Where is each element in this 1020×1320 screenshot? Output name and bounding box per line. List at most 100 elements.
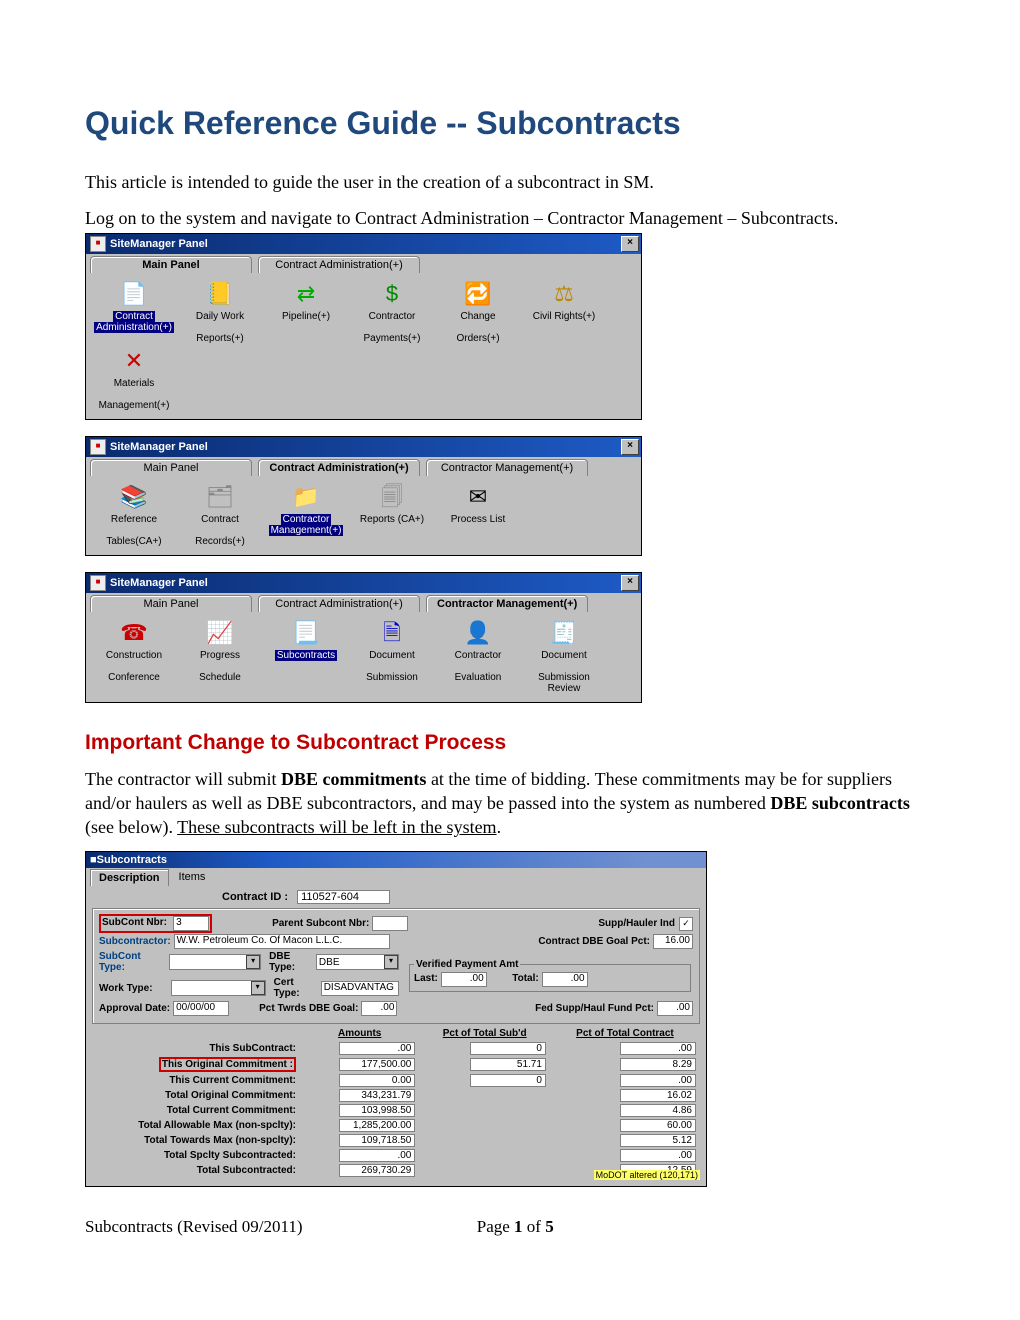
item-label: Pipeline(+) — [266, 311, 346, 322]
panel-icon-item[interactable]: 👤ContractorEvaluation — [438, 618, 518, 694]
amount-cell: .00 — [339, 1149, 415, 1162]
nav-tab[interactable]: Contract Administration(+) — [258, 459, 420, 476]
item-icon: ✉ — [461, 482, 495, 512]
item-icon: $ — [375, 279, 409, 309]
fed-fund-input[interactable]: .00 — [657, 1001, 693, 1016]
panel-icon-item[interactable]: 📁ContractorManagement(+) — [266, 482, 346, 547]
titlebar: ■ SiteManager Panel × — [86, 573, 641, 593]
amount-cell: 103,998.50 — [339, 1104, 415, 1117]
item-label: Civil Rights(+) — [524, 311, 604, 322]
total-label: Total: — [512, 973, 538, 984]
col-pct-contract: Pct of Total Contract — [550, 1028, 700, 1041]
approval-date-input[interactable]: 00/00/00 — [173, 1001, 229, 1016]
chevron-down-icon: ▾ — [384, 955, 398, 969]
amount-cell: .00 — [620, 1074, 696, 1087]
app-icon: ■ — [90, 854, 97, 866]
nav-tab[interactable]: Contractor Management(+) — [426, 459, 588, 476]
nav-tab[interactable]: Main Panel — [90, 459, 252, 476]
pct-twrds-label: Pct Twrds DBE Goal: — [259, 1003, 358, 1014]
panel-icon-item[interactable]: ⇄Pipeline(+) — [266, 279, 346, 344]
nav-tab[interactable]: Contract Administration(+) — [258, 595, 420, 612]
item-label: Submission — [352, 672, 432, 683]
item-label: Materials — [94, 378, 174, 389]
nav-instruction: Log on to the system and navigate to Con… — [85, 206, 935, 230]
chevron-down-icon: ▾ — [251, 981, 265, 995]
dbe-goal-value: 16.00 — [653, 934, 693, 949]
app-icon: ■ — [90, 236, 106, 252]
sitemanager-panel-1: ■ SiteManager Panel × Main PanelContract… — [85, 233, 642, 420]
work-type-dropdown[interactable]: ▾ — [171, 980, 265, 996]
panel-icon-item[interactable]: 🗂ContractRecords(+) — [180, 482, 260, 547]
close-icon[interactable]: × — [621, 236, 639, 252]
panel-icon-item[interactable]: ✉Process List — [438, 482, 518, 547]
item-icon: 👤 — [461, 618, 495, 648]
amount-cell: 0 — [470, 1074, 546, 1087]
table-row: Total Original Commitment:343,231.7916.0… — [92, 1088, 700, 1103]
subcont-nbr-highlight: SubCont Nbr: 3 — [99, 914, 212, 933]
subcont-type-label: SubCont Type: — [99, 951, 169, 973]
panel-icon-item[interactable]: ⚖︎Civil Rights(+) — [524, 279, 604, 344]
last-value: .00 — [441, 972, 487, 987]
subcontractor-input[interactable]: W.W. Petroleum Co. Of Macon L.L.C. — [174, 934, 390, 949]
item-label: Submission Review — [524, 672, 604, 694]
item-label: Reference — [94, 514, 174, 525]
tab-row: Main Panel Contract Administration(+) Cont… — [86, 593, 641, 612]
table-row: Total Allowable Max (non-spclty):1,285,2… — [92, 1118, 700, 1133]
amounts-table: Amounts Pct of Total Sub'd Pct of Total … — [92, 1028, 700, 1178]
item-icon: 🔁 — [461, 279, 495, 309]
contract-id-value: 110527-604 — [297, 890, 390, 904]
parent-subcont-input[interactable] — [372, 916, 408, 931]
panel-icon-item[interactable]: ☎ConstructionConference — [94, 618, 174, 694]
nav-tab[interactable]: Main Panel — [90, 595, 252, 612]
amount-cell: 51.71 — [470, 1058, 546, 1071]
item-label: Management(+) — [94, 400, 174, 411]
total-value: .00 — [542, 972, 588, 987]
cert-type-label: Cert Type: — [274, 977, 318, 999]
panel-icon-item[interactable]: 🗎DocumentSubmission — [352, 618, 432, 694]
amount-cell: 177,500.00 — [339, 1058, 415, 1071]
item-label: Conference — [94, 672, 174, 683]
page-footer: Subcontracts (Revised 09/2011) Page 1 of… — [85, 1217, 935, 1237]
panel-icon-item[interactable]: 📄ContractAdministration(+) — [94, 279, 174, 344]
icon-row: 📚ReferenceTables(CA+)🗂ContractRecords(+)… — [86, 476, 641, 555]
amount-cell: 4.86 — [620, 1104, 696, 1117]
nav-tab[interactable]: Contractor Management(+) — [426, 595, 588, 612]
tab-items[interactable]: Items — [171, 869, 214, 886]
supp-hauler-checkbox[interactable]: ✓ — [679, 917, 693, 931]
close-icon[interactable]: × — [621, 575, 639, 591]
work-type-label: Work Type: — [99, 983, 171, 994]
panel-icon-item[interactable]: 📈ProgressSchedule — [180, 618, 260, 694]
dbe-type-dropdown[interactable]: DBE▾ — [316, 954, 399, 970]
item-label: Orders(+) — [438, 333, 518, 344]
fed-fund-label: Fed Supp/Haul Fund Pct: — [535, 1003, 654, 1014]
panel-icon-item[interactable]: 📚ReferenceTables(CA+) — [94, 482, 174, 547]
panel-icon-item[interactable]: ✕MaterialsManagement(+) — [94, 346, 174, 411]
panel-icon-item[interactable]: 🧾DocumentSubmission Review — [524, 618, 604, 694]
subcont-type-dropdown[interactable]: ▾ — [169, 954, 261, 970]
panel-icon-item[interactable]: 📃Subcontracts — [266, 618, 346, 694]
item-icon: 🗂 — [203, 482, 237, 512]
panel-icon-item[interactable]: 🗐Reports (CA+) — [352, 482, 432, 547]
panel-icon-item[interactable]: 📒Daily WorkReports(+) — [180, 279, 260, 344]
item-label: Document — [352, 650, 432, 661]
amount-cell: 343,231.79 — [339, 1089, 415, 1102]
nav-tab[interactable]: Contract Administration(+) — [258, 256, 420, 273]
icon-row: ☎ConstructionConference📈ProgressSchedule… — [86, 612, 641, 702]
item-icon: 📈 — [203, 618, 237, 648]
change-paragraph: The contractor will submit DBE commitmen… — [85, 767, 935, 840]
tab-description[interactable]: Description — [90, 869, 169, 886]
item-label: Schedule — [180, 672, 260, 683]
app-icon: ■ — [90, 439, 106, 455]
panel-icon-item[interactable]: 🔁ChangeOrders(+) — [438, 279, 518, 344]
supp-hauler-label: Supp/Hauler Ind — [598, 918, 675, 929]
item-icon: 🧾 — [547, 618, 581, 648]
pct-twrds-input[interactable]: .00 — [361, 1001, 397, 1016]
item-label: Contractor — [438, 650, 518, 661]
subheading: Important Change to Subcontract Process — [85, 731, 935, 755]
subcont-nbr-input[interactable]: 3 — [173, 916, 209, 931]
nav-tab[interactable]: Main Panel — [90, 256, 252, 273]
item-icon: ☎ — [117, 618, 151, 648]
cert-type-input[interactable]: DISADVANTAG — [321, 981, 399, 996]
close-icon[interactable]: × — [621, 439, 639, 455]
panel-icon-item[interactable]: $ContractorPayments(+) — [352, 279, 432, 344]
